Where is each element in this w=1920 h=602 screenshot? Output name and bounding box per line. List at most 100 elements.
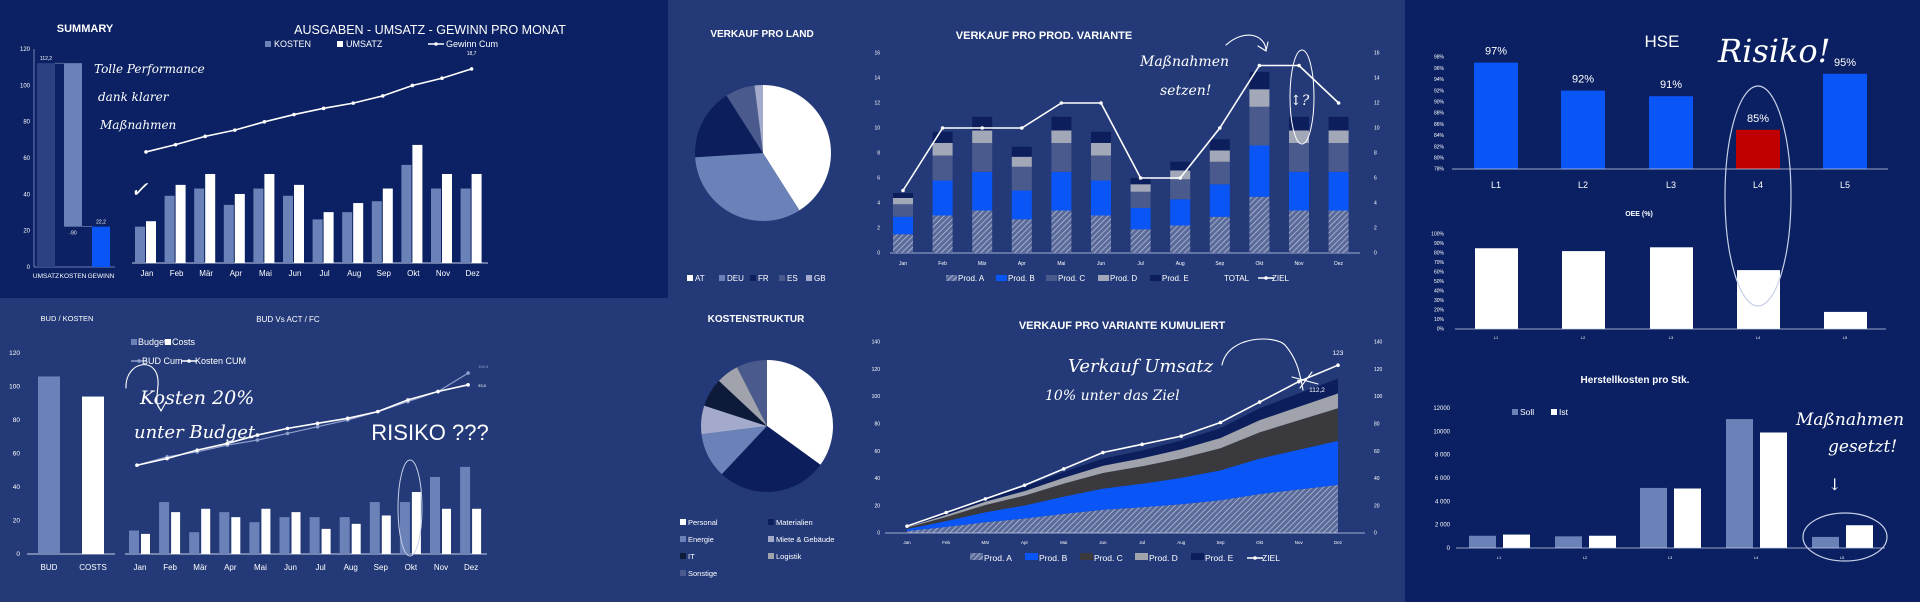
y-tick-label: 2 (1374, 226, 1377, 232)
y-tick-label: 94% (1434, 77, 1445, 83)
legend-bud-cum-line-marker (137, 359, 141, 363)
x-tick-label: L5 (1840, 180, 1850, 190)
y-tick-label: 60 (874, 449, 880, 455)
x-tick-label: Jul (1139, 540, 1145, 545)
bar-segment-prodd (893, 198, 913, 205)
bar-segment-prodb (893, 216, 913, 235)
bar-soll (1726, 419, 1753, 548)
bar-segment-prodc (1289, 143, 1309, 172)
x-tick-label: Sep (377, 269, 392, 278)
bar-soll (1469, 535, 1496, 548)
y-tick-label: 100 (20, 83, 31, 89)
y-tick-label: 80 (1374, 422, 1380, 428)
x-tick-label: KOSTEN (60, 273, 87, 280)
kosten-cum-line-point (285, 426, 290, 431)
bar-soll (1812, 536, 1839, 548)
x-tick-label: Dez (1334, 540, 1343, 545)
x-tick-label: GEWINN (88, 273, 115, 280)
legend-label: Prod. A (958, 274, 985, 283)
y-tick-label: 82% (1434, 144, 1445, 150)
kosten-cum-line-point (315, 421, 320, 426)
oee-bar-l2 (1562, 251, 1605, 329)
bar-segment-prode (1130, 178, 1151, 185)
x-tick-label: Mai (1060, 540, 1067, 545)
bar-segment-proda (1289, 210, 1309, 253)
y-tick-label: 10000 (1433, 429, 1450, 435)
legend-swatch (779, 275, 785, 281)
ziel-line-point (901, 188, 905, 193)
ziel-cum-line-point (1336, 363, 1340, 367)
y-tick-label: 120 (1374, 367, 1383, 373)
x-tick-label: Jan (134, 563, 147, 572)
kosten-cum-line-point (195, 448, 199, 452)
y-tick-label: 14 (1374, 76, 1380, 82)
legend-label: Prod. A (984, 553, 1012, 563)
legend-label: Prod. C (1058, 274, 1085, 283)
question-icon: ↕? (1290, 93, 1310, 109)
kosten-cum-line-point (225, 441, 230, 446)
bud-cum-line-point (315, 424, 320, 429)
bar-budget (189, 532, 200, 554)
bar-segment-prodb (1249, 145, 1270, 197)
bar-segment-prode (893, 193, 913, 198)
legend-swatch (1046, 275, 1057, 281)
x-tick-label: L4 (1756, 335, 1761, 340)
bar-costs (442, 508, 451, 554)
bar-segment-prodd (1170, 170, 1191, 180)
bar-costs (472, 508, 482, 554)
bar-segment-prodc (1130, 191, 1151, 208)
ziel-cum-line-point (1218, 420, 1223, 425)
bar-segment-prodd (1328, 130, 1349, 143)
bar-segment-prodd (1091, 143, 1111, 156)
y-tick-label: 6 000 (1435, 476, 1451, 482)
y-tick-label: 0 (1374, 531, 1377, 537)
legend-swatch (680, 519, 686, 525)
x-tick-label: Jul (1137, 261, 1143, 267)
bar-segment-proda (1011, 219, 1032, 253)
kostenstruktur-title: KOSTENSTRUKTUR (708, 314, 805, 325)
total-end-label: 112,2 (1309, 387, 1325, 394)
x-tick-label: Mär (193, 563, 207, 572)
bar-segment-prodc (1249, 106, 1270, 146)
herstellkosten-title: Herstellkosten pro Stk. (1581, 375, 1690, 386)
pie-slice-it (704, 380, 767, 426)
bar-umsatz (471, 173, 482, 263)
y-tick-label: 90% (1434, 99, 1445, 105)
y-tick-label: 0 (1374, 251, 1377, 257)
pie-slice-deu (695, 153, 800, 222)
y-tick-label: 100 (872, 394, 881, 400)
x-tick-label: Okt (1256, 540, 1264, 545)
bar-segment-prodd (1249, 89, 1270, 107)
y-tick-label: 6 (877, 176, 880, 182)
ziel-line (902, 64, 1340, 191)
legend-gewinn-line-marker (434, 42, 438, 46)
bar-budget (369, 502, 380, 554)
y-tick-label: 16 (1374, 51, 1380, 57)
gewinn-cum-line-point (321, 106, 326, 111)
y-tick-label: 4 (1374, 201, 1377, 207)
y-tick-label: 80% (1434, 155, 1445, 161)
kosten-cum-line-point (135, 463, 139, 468)
legend-kosten-cum-line-marker (187, 359, 191, 363)
data-label: 18,7 (467, 51, 477, 57)
pie-slice-logistik (718, 367, 767, 426)
x-tick-label: Mär (199, 269, 213, 278)
y-tick-label: 40 (874, 476, 880, 482)
x-tick-label: L1 (1491, 180, 1501, 190)
x-tick-label: Okt (1256, 261, 1264, 267)
note-tolle-performance: Tolle Performance (94, 62, 205, 76)
x-tick-label: COSTS (79, 563, 107, 572)
bar-umsatz (205, 173, 216, 263)
bar-segment-prode (932, 131, 953, 143)
y-tick-label: 12000 (1433, 406, 1450, 412)
bar-kosten (460, 188, 471, 263)
legend-label: IT (688, 552, 695, 561)
legend-swatch (680, 553, 686, 559)
verkauf-kumuliert-title: VERKAUF PRO VARIANTE KUMULIERT (1019, 320, 1226, 332)
x-tick-label: Jan (141, 269, 154, 278)
legend-swatch (1098, 275, 1109, 281)
gewinn-cum-line-point (410, 83, 415, 88)
note-setzen: setzen! (1160, 83, 1211, 99)
x-tick-label: Jan (899, 261, 907, 267)
